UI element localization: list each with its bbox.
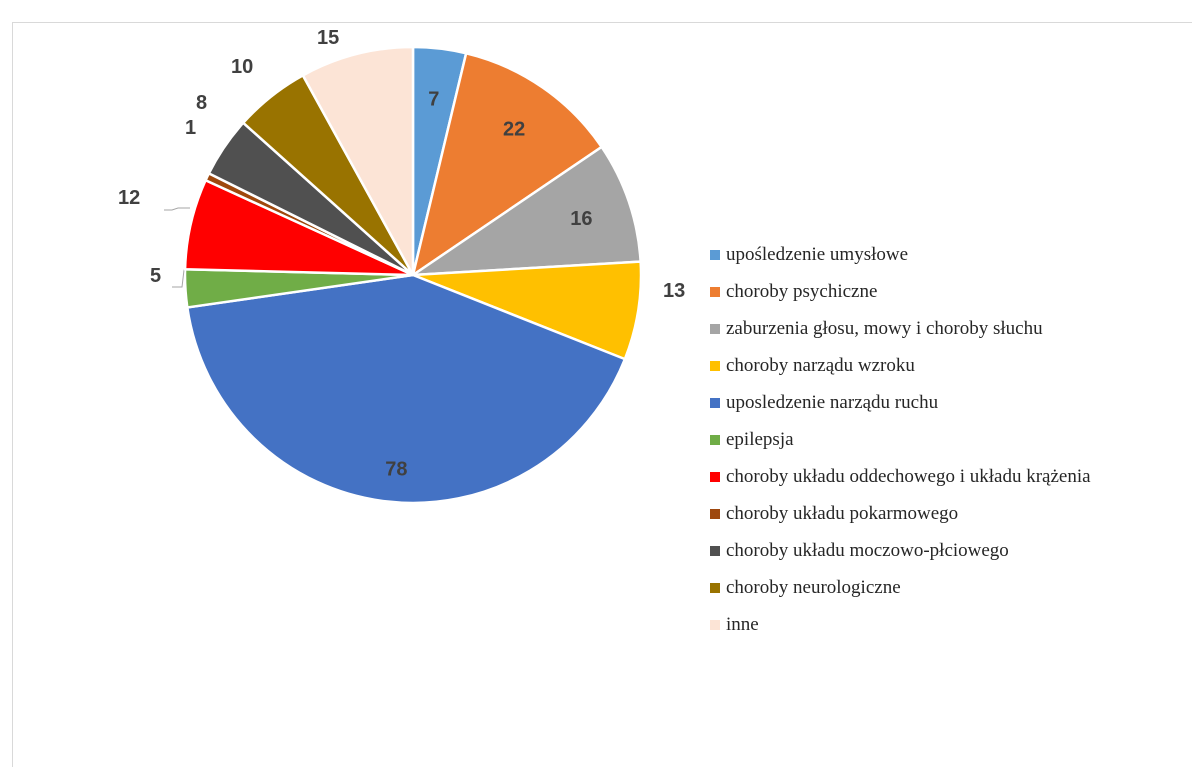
data-label: 16 xyxy=(570,208,592,230)
legend-entry: choroby układu pokarmowego xyxy=(710,496,1091,533)
pie-slice xyxy=(185,273,627,505)
pie-slice xyxy=(408,145,642,277)
pie-slice xyxy=(411,51,604,278)
legend-swatch xyxy=(710,583,720,594)
legend-label: choroby narządu wzroku xyxy=(726,354,915,376)
legend-entry: choroby neurologiczne xyxy=(710,570,1091,607)
legend-entry: zaburzenia głosu, mowy i choroby słuchu xyxy=(710,310,1091,347)
legend-label: choroby układu moczowo-płciowego xyxy=(726,540,1009,562)
legend-label: inne xyxy=(726,614,759,636)
legend-label: epilepsja xyxy=(726,429,794,451)
legend-label: uposledzenie narządu ruchu xyxy=(726,391,939,413)
legend-entry: upośledzenie umysłowe xyxy=(710,236,1091,273)
legend-entry: epilepsja xyxy=(710,421,1091,458)
legend-label: choroby układu pokarmowego xyxy=(726,503,959,525)
data-label: 12 xyxy=(118,187,140,209)
legend-entry: inne xyxy=(710,607,1091,644)
legend-label: choroby neurologiczne xyxy=(726,577,901,599)
legend-label: choroby układu oddechowego i układu krąż… xyxy=(726,466,1091,488)
chart-legend: upośledzenie umysłowe choroby psychiczne z… xyxy=(710,236,1091,644)
data-label: 15 xyxy=(317,27,339,49)
legend-entry: choroby psychiczne xyxy=(710,273,1091,310)
pie-slice xyxy=(301,45,415,276)
data-label: 10 xyxy=(231,56,253,78)
legend-entry: choroby układu oddechowego i układu krąż… xyxy=(710,459,1091,496)
data-label: 5 xyxy=(150,265,161,287)
data-label: 1 xyxy=(185,117,196,139)
leader-line xyxy=(164,207,190,211)
legend-label: choroby psychiczne xyxy=(726,280,878,302)
legend-swatch xyxy=(710,546,720,557)
data-label: 22 xyxy=(503,119,525,141)
legend-label: zaburzenia głosu, mowy i choroby słuchu xyxy=(726,317,1043,339)
data-label: 8 xyxy=(196,92,207,114)
legend-swatch xyxy=(710,435,720,446)
data-label: 78 xyxy=(385,458,407,480)
legend-entry: choroby narządu wzroku xyxy=(710,347,1091,384)
legend-swatch xyxy=(710,323,720,334)
legend-entry: uposledzenie narządu ruchu xyxy=(710,384,1091,421)
legend-swatch xyxy=(710,509,720,520)
data-label: 13 xyxy=(663,280,685,302)
legend-swatch xyxy=(710,397,720,408)
data-label: 7 xyxy=(428,88,439,110)
legend-label: upośledzenie umysłowe xyxy=(726,243,909,265)
legend-swatch xyxy=(710,360,720,371)
legend-swatch xyxy=(710,286,720,297)
legend-swatch xyxy=(710,620,720,631)
legend-swatch xyxy=(710,249,720,260)
legend-entry: choroby układu moczowo-płciowego xyxy=(710,533,1091,570)
legend-swatch xyxy=(710,472,720,483)
chart-frame xyxy=(12,22,1192,767)
